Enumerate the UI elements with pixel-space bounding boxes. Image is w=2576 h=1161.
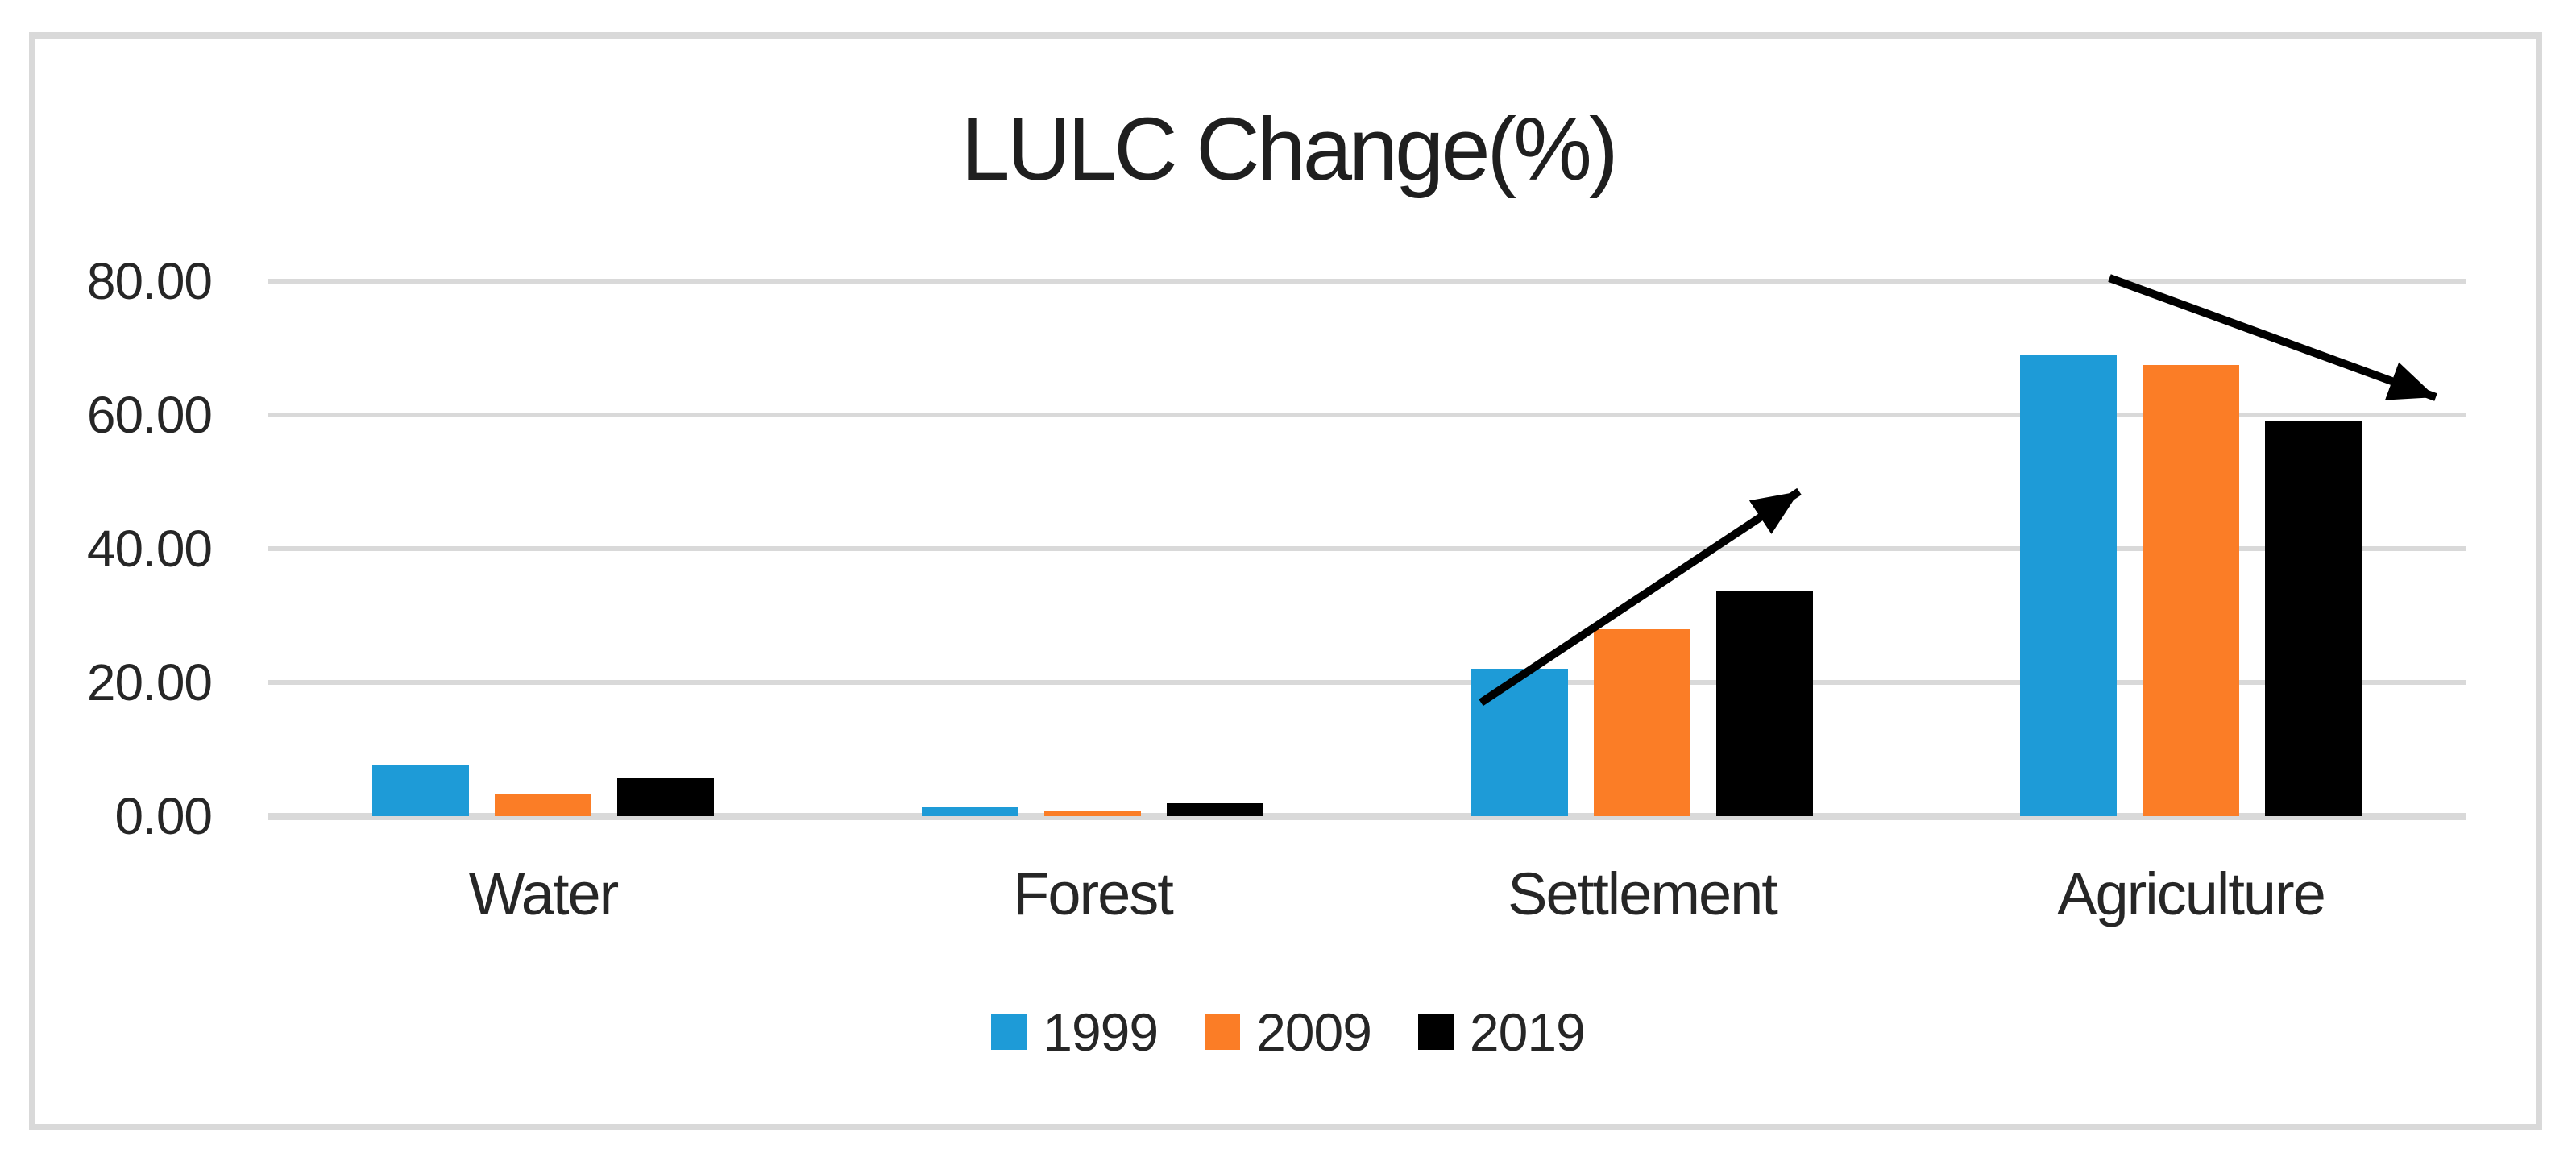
bar-2009-water	[495, 794, 591, 816]
y-tick-label: 0.00	[114, 787, 213, 845]
x-axis-line	[268, 813, 2466, 820]
legend-entry-2009: 2009	[1205, 1002, 1372, 1062]
bar-1999-water	[372, 765, 469, 816]
bar-2009-forest	[1044, 811, 1141, 816]
bar-2019-agriculture	[2265, 421, 2362, 816]
y-tick-label: 40.00	[86, 520, 213, 578]
y-tick-label: 80.00	[86, 252, 213, 310]
x-category-label-agriculture: Agriculture	[2057, 860, 2326, 927]
x-category-label-water: Water	[468, 860, 620, 927]
legend-entry-2019: 2019	[1417, 1002, 1586, 1062]
legend-label: 2009	[1256, 1002, 1372, 1062]
bar-1999-forest	[922, 807, 1018, 816]
legend-label: 2019	[1469, 1002, 1586, 1062]
gridline-40	[268, 546, 2466, 551]
bar-2019-settlement	[1716, 591, 1813, 816]
y-tick-label: 20.00	[86, 653, 213, 711]
legend-swatch-icon	[1417, 1014, 1454, 1050]
x-category-label-forest: Forest	[1013, 860, 1174, 927]
bar-1999-agriculture	[2020, 355, 2117, 816]
legend-swatch-icon	[1205, 1014, 1241, 1050]
gridline-80	[268, 279, 2466, 284]
bar-2009-agriculture	[2143, 365, 2239, 816]
bar-2019-forest	[1167, 803, 1263, 816]
y-tick-label: 60.00	[86, 386, 213, 444]
bar-1999-settlement	[1471, 669, 1568, 816]
legend-entry-1999: 1999	[991, 1002, 1159, 1062]
legend-label: 1999	[1043, 1002, 1159, 1062]
chart-title: LULC Change(%)	[960, 100, 1618, 199]
chart-frame	[29, 32, 2542, 1130]
bar-2019-water	[617, 778, 714, 816]
gridline-20	[268, 680, 2466, 685]
x-category-label-settlement: Settlement	[1508, 860, 1778, 927]
bar-2009-settlement	[1594, 629, 1690, 816]
legend-swatch-icon	[991, 1014, 1027, 1050]
gridline-60	[268, 413, 2466, 417]
legend: 1999 2009 2019	[0, 1006, 2576, 1059]
